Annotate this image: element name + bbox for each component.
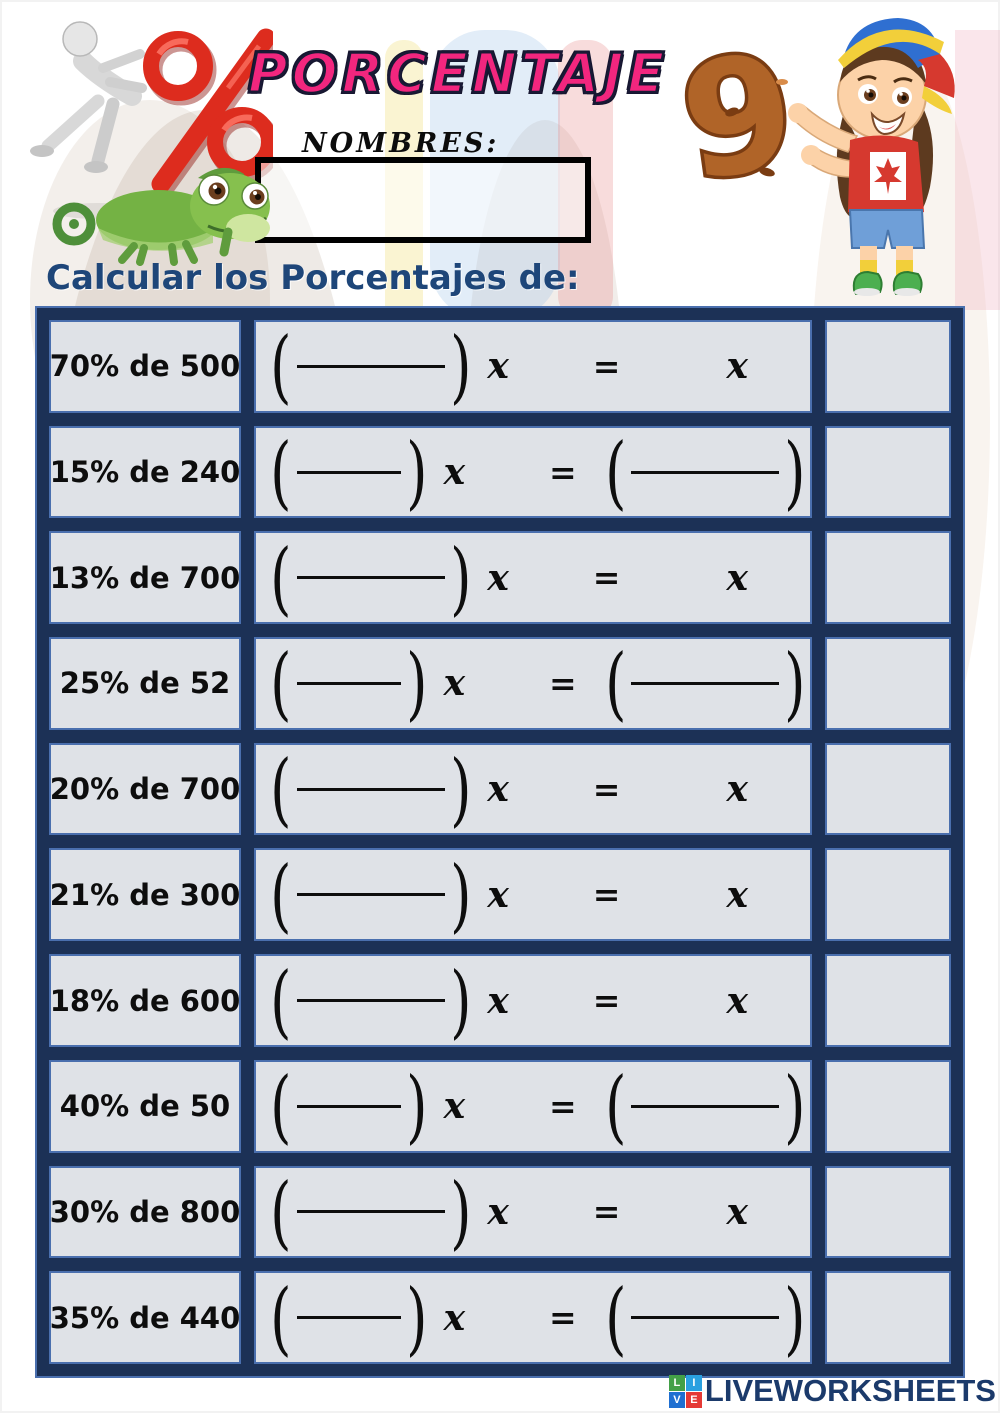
liveworksheets-logo-icon: L I V E	[668, 1374, 702, 1408]
equals-symbol: =	[592, 1192, 621, 1232]
answer-cell[interactable]	[825, 742, 951, 836]
girl-holding-nine-icon: 9	[672, 16, 955, 296]
answer-blank[interactable]	[631, 470, 780, 474]
man-pushing-percent-icon	[30, 21, 273, 219]
answer-blank[interactable]	[296, 893, 445, 897]
answer-blank[interactable]	[296, 787, 445, 791]
equation-cell: () x = x	[254, 848, 812, 942]
page-title: PORCENTAJE	[247, 41, 669, 107]
equals-symbol: =	[592, 346, 621, 386]
equals-symbol: =	[549, 1086, 577, 1126]
answer-cell[interactable]	[825, 954, 951, 1047]
answer-cell[interactable]	[825, 1271, 951, 1364]
x-symbol: x	[487, 873, 509, 916]
row-label: 35% de 440	[49, 1271, 241, 1364]
equals-symbol: =	[592, 981, 621, 1021]
equation-cell: () x = x	[254, 954, 812, 1047]
row-label: 13% de 700	[49, 531, 241, 625]
x-symbol: x	[443, 1296, 466, 1339]
row-label: 15% de 240	[49, 425, 241, 519]
answer-blank[interactable]	[296, 681, 401, 685]
answer-cell[interactable]	[825, 1165, 951, 1259]
equation-cell: () x = x	[254, 1165, 812, 1259]
nine-glyph: 9	[672, 19, 805, 217]
x-symbol: x	[443, 1085, 466, 1128]
row-label: 21% de 300	[49, 848, 241, 942]
equation-cell: () x = x	[254, 320, 812, 413]
equals-symbol: =	[549, 1298, 577, 1338]
result-x-symbol: x	[726, 345, 748, 388]
x-symbol: x	[487, 768, 509, 811]
answer-cell[interactable]	[825, 848, 951, 942]
name-input[interactable]	[255, 157, 591, 243]
x-symbol: x	[487, 556, 509, 599]
equation-cell: () x = ()	[254, 637, 812, 730]
answer-cell[interactable]	[825, 425, 951, 519]
answer-blank[interactable]	[296, 1210, 445, 1214]
row-label: 70% de 500	[49, 320, 241, 413]
answer-blank[interactable]	[631, 1316, 780, 1320]
equals-symbol: =	[592, 769, 621, 809]
percentages-table: 70% de 500 () x = x 15% de 240 () x = ()…	[35, 306, 965, 1378]
equation-cell: () x = ()	[254, 425, 812, 519]
x-symbol: x	[487, 345, 509, 388]
answer-blank[interactable]	[296, 470, 401, 474]
x-symbol: x	[443, 451, 466, 494]
brand-name: LIVEWORKSHEETS	[704, 1373, 996, 1408]
answer-blank[interactable]	[296, 999, 445, 1003]
answer-cell[interactable]	[825, 637, 951, 730]
answer-blank[interactable]	[296, 364, 445, 368]
logo-block: V	[668, 1391, 685, 1408]
logo-block: L	[668, 1374, 685, 1391]
row-label: 25% de 52	[49, 637, 241, 730]
row-label: 18% de 600	[49, 954, 241, 1047]
nombres-label: NOMBRES:	[302, 128, 500, 159]
answer-blank[interactable]	[631, 1104, 780, 1108]
answer-cell[interactable]	[825, 531, 951, 625]
row-label: 20% de 700	[49, 742, 241, 836]
equals-symbol: =	[549, 452, 577, 492]
row-label: 30% de 800	[49, 1165, 241, 1259]
equals-symbol: =	[549, 663, 577, 703]
answer-blank[interactable]	[296, 576, 445, 580]
percent-sign-icon	[143, 28, 273, 198]
result-x-symbol: x	[726, 556, 748, 599]
logo-block: I	[685, 1374, 702, 1391]
equals-symbol: =	[592, 875, 621, 915]
result-x-symbol: x	[726, 979, 748, 1022]
equation-cell: () x = x	[254, 742, 812, 836]
liveworksheets-footer[interactable]: L I V E LIVEWORKSHEETS	[668, 1373, 996, 1409]
answer-cell[interactable]	[825, 1059, 951, 1153]
x-symbol: x	[443, 662, 466, 705]
equals-symbol: =	[592, 558, 621, 598]
answer-blank[interactable]	[296, 1104, 401, 1108]
result-x-symbol: x	[726, 768, 748, 811]
equation-cell: () x = x	[254, 531, 812, 625]
answer-blank[interactable]	[296, 1316, 401, 1320]
equation-cell: () x = ()	[254, 1059, 812, 1153]
row-label: 40% de 50	[49, 1059, 241, 1153]
instruction-heading: Calcular los Porcentajes de:	[46, 258, 580, 298]
answer-blank[interactable]	[631, 681, 780, 685]
logo-block: E	[685, 1391, 702, 1408]
x-symbol: x	[487, 1190, 509, 1233]
x-symbol: x	[487, 979, 509, 1022]
result-x-symbol: x	[726, 873, 748, 916]
equation-cell: () x = ()	[254, 1271, 812, 1364]
answer-cell[interactable]	[825, 320, 951, 413]
result-x-symbol: x	[726, 1190, 748, 1233]
chameleon-icon	[52, 167, 270, 266]
